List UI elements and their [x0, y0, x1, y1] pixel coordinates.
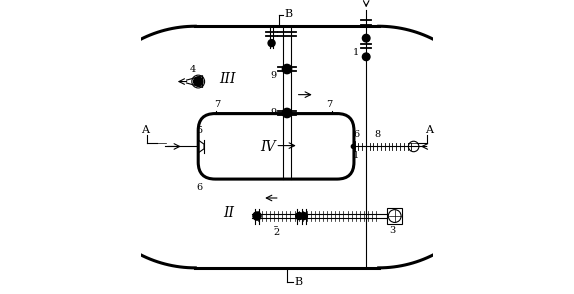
Text: 1: 1 — [353, 48, 359, 57]
Text: 6: 6 — [197, 183, 203, 192]
Text: IV: IV — [261, 140, 276, 154]
Circle shape — [362, 53, 370, 61]
Circle shape — [300, 213, 308, 220]
Text: III: III — [219, 72, 235, 86]
Text: B: B — [294, 277, 302, 287]
Text: 1: 1 — [353, 151, 359, 160]
Text: A: A — [141, 125, 149, 135]
Circle shape — [253, 212, 261, 220]
Text: A: A — [425, 125, 433, 135]
Circle shape — [296, 213, 302, 220]
Text: II: II — [223, 206, 234, 220]
Text: 9: 9 — [270, 108, 276, 118]
Bar — [387, 208, 402, 224]
Circle shape — [351, 144, 355, 148]
Circle shape — [268, 40, 275, 47]
Circle shape — [282, 64, 292, 74]
Text: 3: 3 — [389, 226, 395, 235]
Text: B: B — [285, 9, 293, 19]
Text: 2: 2 — [274, 228, 280, 237]
Circle shape — [362, 34, 370, 42]
Text: 7: 7 — [214, 100, 220, 108]
Circle shape — [193, 77, 203, 86]
FancyBboxPatch shape — [198, 113, 354, 179]
Text: 7: 7 — [326, 100, 332, 108]
Text: 4: 4 — [189, 65, 196, 74]
Text: 8: 8 — [374, 130, 381, 139]
Text: 9: 9 — [271, 71, 277, 80]
Text: 6: 6 — [353, 130, 359, 139]
Text: 5: 5 — [197, 126, 203, 135]
Circle shape — [282, 108, 292, 118]
